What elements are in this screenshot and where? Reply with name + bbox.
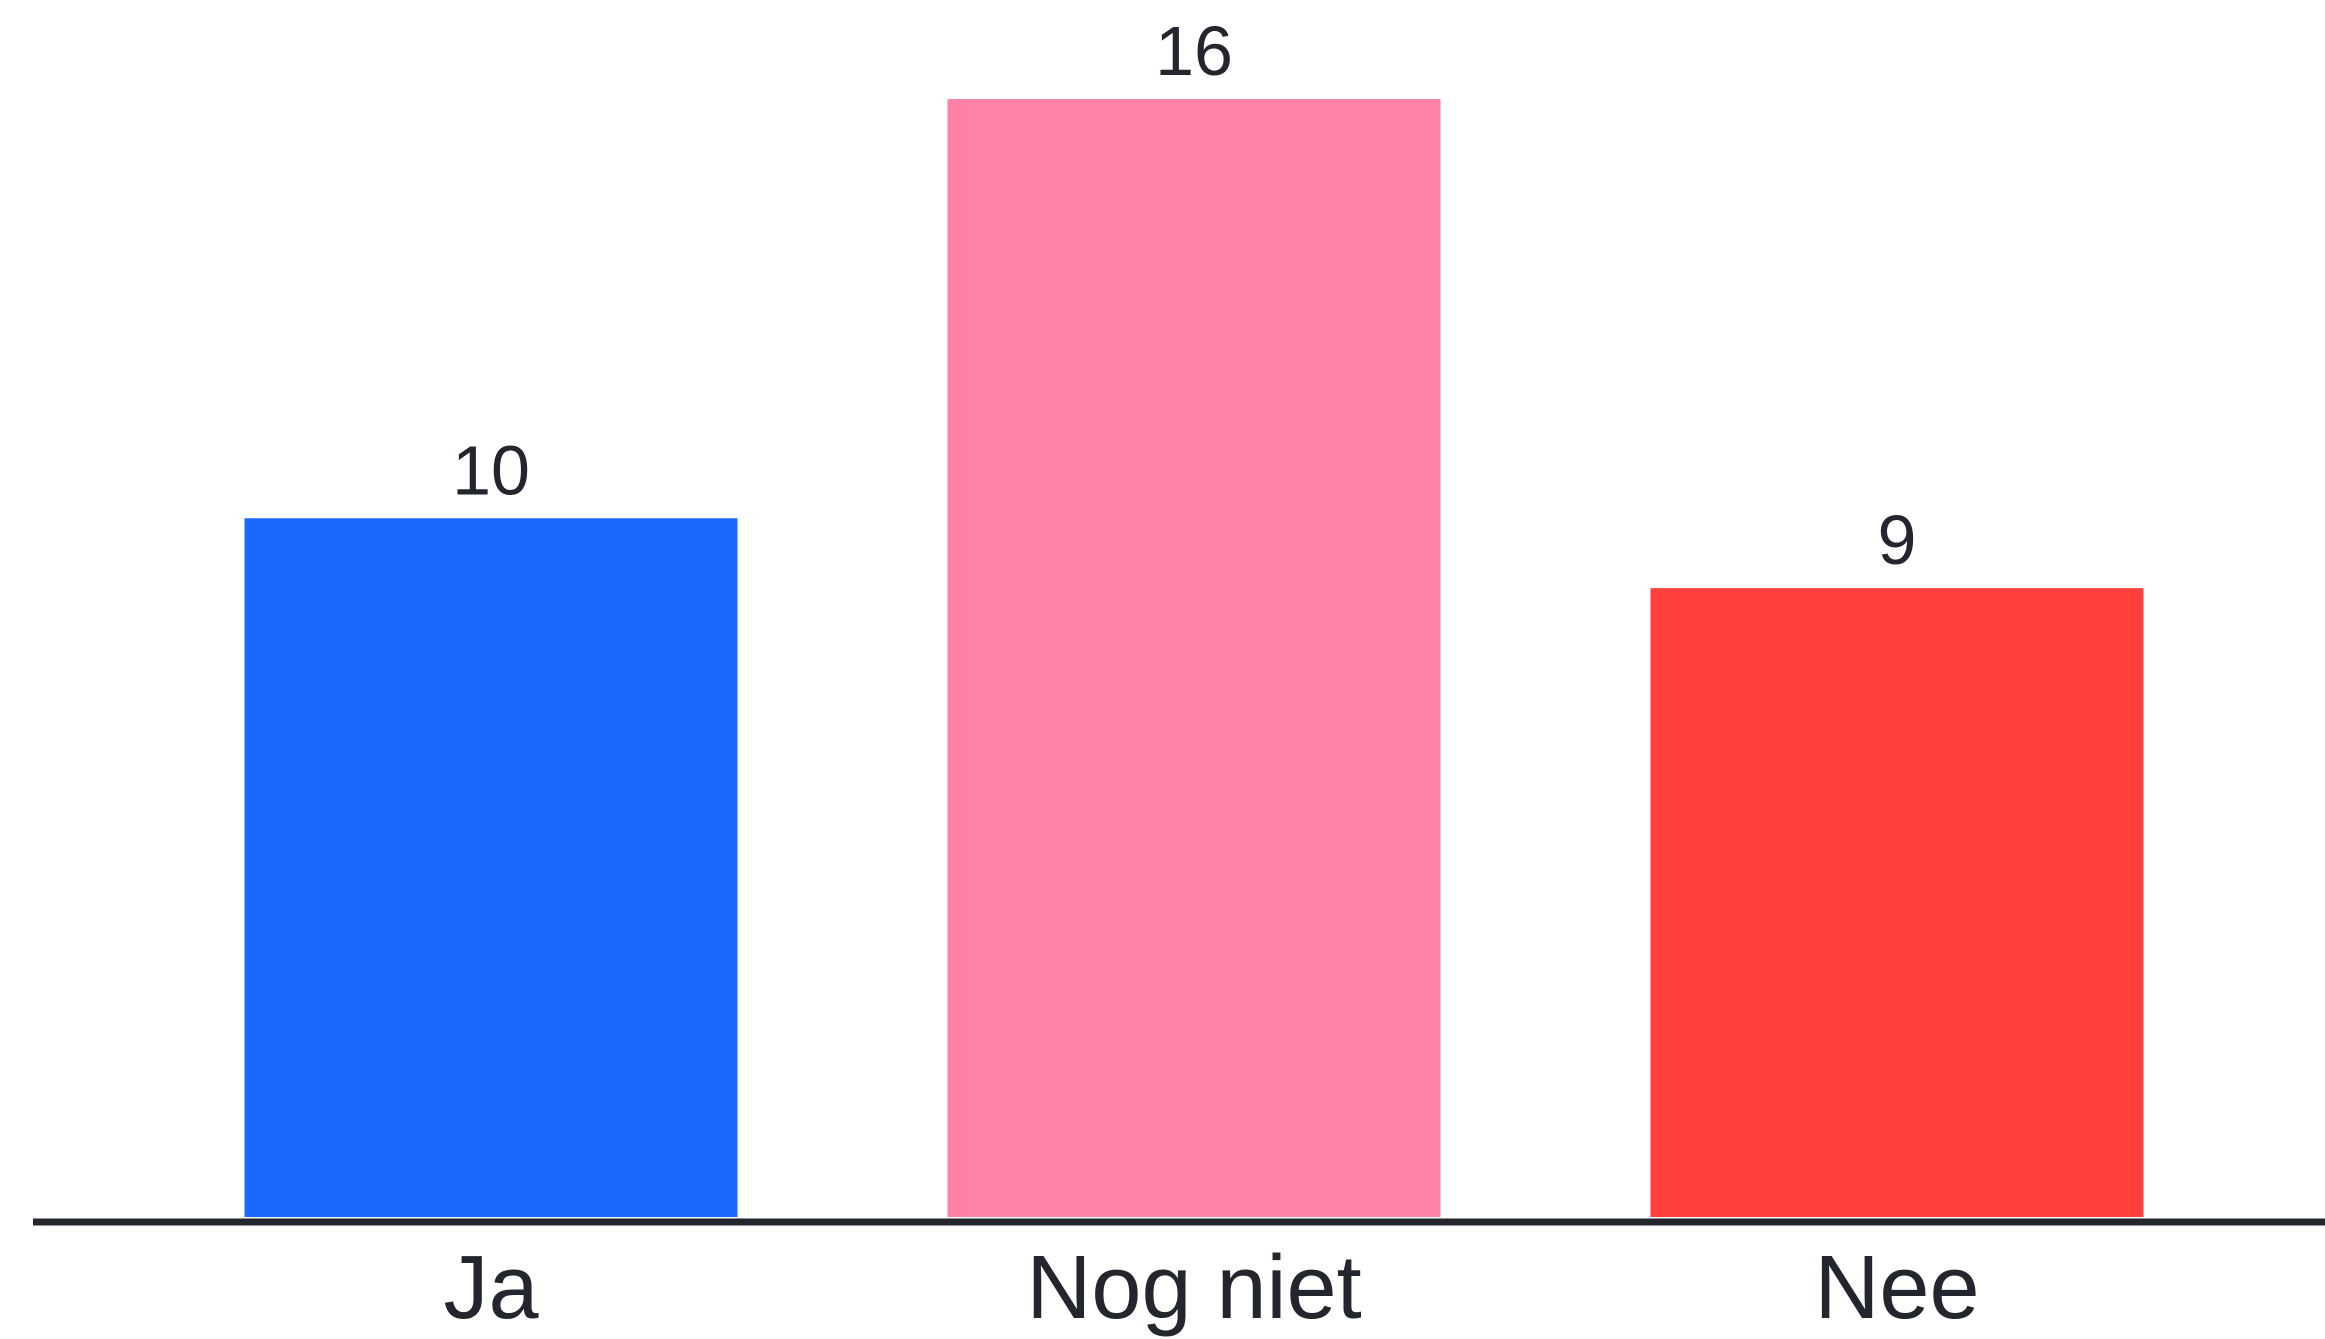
- value-label: 10: [452, 431, 530, 509]
- category-labels-group: Ja Nog niet Nee: [443, 1238, 1979, 1338]
- bar-ja: [244, 518, 738, 1217]
- value-label: 9: [1878, 501, 1917, 579]
- value-labels-group: 10 16 9: [452, 12, 1916, 579]
- category-label: Nog niet: [1026, 1238, 1361, 1338]
- value-label: 16: [1155, 12, 1233, 90]
- bar-nee: [1650, 588, 2144, 1217]
- category-label: Ja: [443, 1238, 539, 1338]
- category-label: Nee: [1814, 1238, 1979, 1338]
- bars-group: [244, 99, 2144, 1217]
- bar-nog-niet: [947, 99, 1441, 1217]
